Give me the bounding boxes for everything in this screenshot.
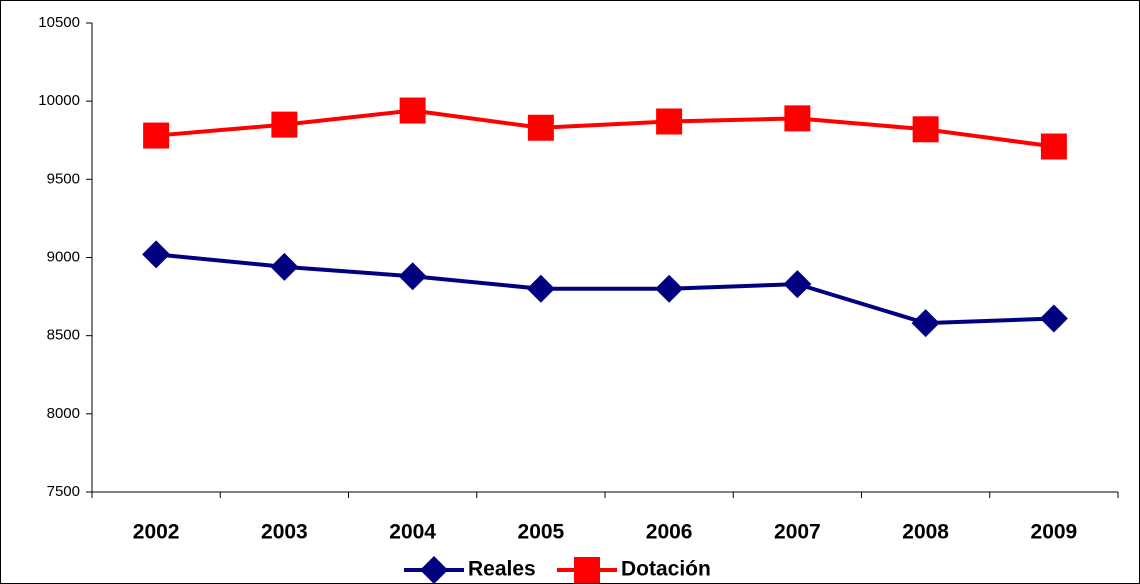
data-point [143,122,170,149]
data-point [912,116,939,143]
data-point [398,262,427,291]
legend-label: Dotación [621,558,711,581]
y-tick-label: 9500 [47,170,80,187]
x-tick-label: 2006 [646,521,693,544]
data-point [1039,304,1068,333]
y-tick-label: 8500 [47,327,80,344]
y-tick-label: 8000 [47,405,80,422]
data-point [527,114,554,141]
legend-marker [574,557,600,583]
data-point [270,252,299,281]
data-point [1040,133,1067,160]
series-line [155,252,1054,326]
data-point [656,108,683,135]
legend-marker [420,556,448,584]
y-tick-label: 10500 [38,14,80,31]
data-point [526,274,555,303]
y-tick-label: 7500 [47,483,80,500]
data-point [399,97,426,124]
x-tick-label: 2004 [389,521,436,544]
data-point [655,274,684,303]
x-tick-label: 2007 [774,521,821,544]
legend-label: Reales [468,558,536,581]
x-tick-label: 2003 [261,521,308,544]
x-tick-label: 2008 [902,521,949,544]
data-point [911,309,940,338]
data-point [271,111,298,138]
x-tick-label: 2005 [518,521,565,544]
series-line [155,108,1055,149]
y-tick-label: 9000 [47,248,80,265]
y-tick-label: 10000 [38,92,80,109]
data-point [784,105,811,132]
x-tick-label: 2009 [1031,521,1078,544]
data-point [783,270,812,299]
x-tick-label: 2002 [133,521,180,544]
data-point [142,240,171,269]
